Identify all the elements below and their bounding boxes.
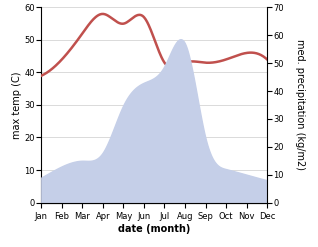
- Y-axis label: max temp (C): max temp (C): [12, 71, 22, 139]
- Y-axis label: med. precipitation (kg/m2): med. precipitation (kg/m2): [295, 40, 305, 170]
- X-axis label: date (month): date (month): [118, 224, 190, 234]
